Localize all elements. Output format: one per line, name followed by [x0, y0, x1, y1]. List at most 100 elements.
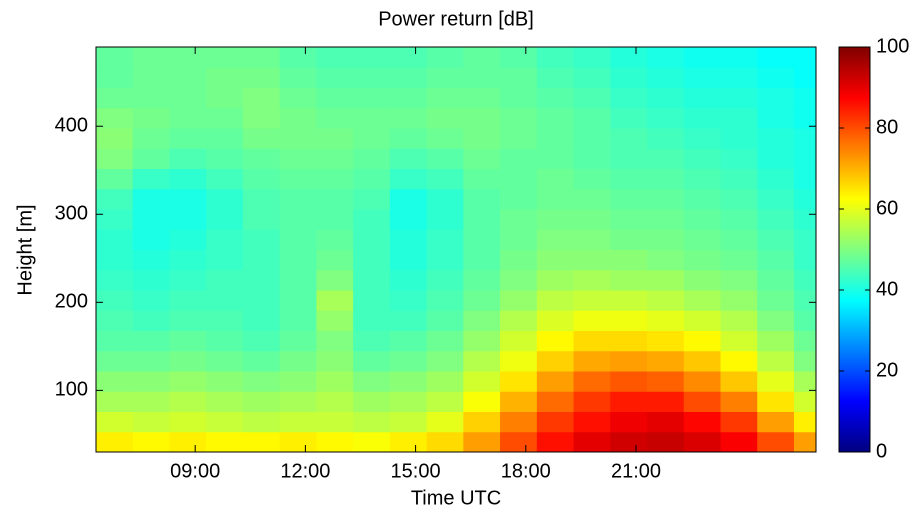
- heat-cell: [132, 391, 170, 412]
- heat-cell: [610, 350, 648, 372]
- heat-cell: [757, 168, 795, 190]
- heat-cell: [500, 290, 538, 311]
- heat-cell: [720, 249, 758, 271]
- heat-cell: [573, 391, 611, 412]
- heat-cell: [757, 290, 795, 311]
- heat-cell: [353, 371, 391, 392]
- heat-cell: [279, 249, 317, 271]
- heat-cell: [353, 269, 391, 291]
- heat-cell: [500, 249, 538, 271]
- heat-cell: [132, 87, 170, 109]
- heat-cell: [463, 229, 501, 250]
- heat-cell: [316, 249, 354, 271]
- heat-cell: [279, 391, 317, 412]
- heat-cell: [757, 310, 795, 331]
- heat-cell: [720, 431, 758, 453]
- heat-cell: [757, 107, 795, 129]
- heat-cell: [647, 371, 685, 392]
- heat-cell: [500, 350, 538, 372]
- heat-cell: [463, 411, 501, 433]
- heat-cell: [610, 290, 648, 311]
- heat-cell: [316, 330, 354, 352]
- heat-cell: [793, 47, 817, 68]
- heat-cell: [647, 168, 685, 190]
- heat-cell: [96, 350, 134, 372]
- heat-cell: [96, 249, 134, 271]
- heat-cell: [169, 87, 207, 109]
- heat-cell: [132, 411, 170, 433]
- heat-cell: [96, 290, 134, 311]
- heat-cell: [96, 371, 134, 392]
- heat-cell: [683, 431, 721, 453]
- heat-cell: [169, 371, 207, 392]
- heat-cell: [683, 229, 721, 250]
- heat-cell: [500, 391, 538, 412]
- y-tick-label: 100: [55, 379, 88, 401]
- heat-cell: [279, 290, 317, 311]
- heat-cell: [132, 209, 170, 230]
- heat-cell: [242, 148, 281, 169]
- heat-cell: [206, 350, 244, 372]
- heat-cell: [793, 67, 817, 88]
- heat-cell: [426, 330, 464, 352]
- heat-cell: [279, 431, 317, 453]
- heat-cell: [793, 188, 817, 210]
- heat-cell: [720, 290, 758, 311]
- heat-cell: [279, 188, 317, 210]
- heat-cell: [279, 350, 317, 372]
- heat-cell: [610, 229, 648, 250]
- heat-cell: [573, 310, 611, 331]
- heat-cell: [389, 128, 428, 149]
- heat-cell: [573, 229, 611, 250]
- heat-cell: [683, 67, 721, 88]
- heat-cell: [610, 188, 648, 210]
- heat-cell: [793, 148, 817, 169]
- heat-cell: [279, 47, 317, 68]
- heat-cell: [169, 431, 207, 453]
- heat-cell: [389, 107, 428, 129]
- heat-cell: [647, 269, 685, 291]
- heat-cell: [573, 330, 611, 352]
- heat-cell: [463, 107, 501, 129]
- colorbar-tick-label: 0: [876, 440, 887, 462]
- heat-cell: [206, 269, 244, 291]
- heat-cell: [169, 209, 207, 230]
- heat-cell: [96, 188, 134, 210]
- heat-cell: [169, 310, 207, 331]
- heat-cell: [206, 249, 244, 271]
- heat-cell: [610, 128, 648, 149]
- heat-cell: [242, 290, 281, 311]
- heat-cell: [426, 310, 464, 331]
- heat-cell: [463, 431, 501, 453]
- heat-cell: [169, 148, 207, 169]
- heat-cell: [757, 209, 795, 230]
- heat-cell: [683, 148, 721, 169]
- heat-cell: [573, 188, 611, 210]
- heat-cell: [169, 391, 207, 412]
- y-tick-label: 300: [55, 203, 88, 225]
- heat-cell: [279, 148, 317, 169]
- heat-cell: [353, 310, 391, 331]
- y-tick-label: 200: [55, 291, 88, 313]
- heat-cell: [536, 350, 575, 372]
- heat-cell: [720, 128, 758, 149]
- heat-cell: [536, 128, 575, 149]
- heat-cell: [683, 188, 721, 210]
- heat-cell: [720, 310, 758, 331]
- heat-cell: [500, 188, 538, 210]
- heat-cell: [132, 249, 170, 271]
- heat-cell: [242, 168, 281, 190]
- heat-cell: [316, 371, 354, 392]
- heat-cell: [242, 350, 281, 372]
- heat-cell: [500, 47, 538, 68]
- heat-cell: [610, 391, 648, 412]
- heat-cell: [353, 128, 391, 149]
- heat-cell: [610, 168, 648, 190]
- heat-cell: [757, 249, 795, 271]
- heat-cell: [536, 229, 575, 250]
- heat-cell: [610, 269, 648, 291]
- heat-cell: [573, 290, 611, 311]
- heat-cell: [463, 350, 501, 372]
- heat-cell: [242, 229, 281, 250]
- heat-cell: [206, 168, 244, 190]
